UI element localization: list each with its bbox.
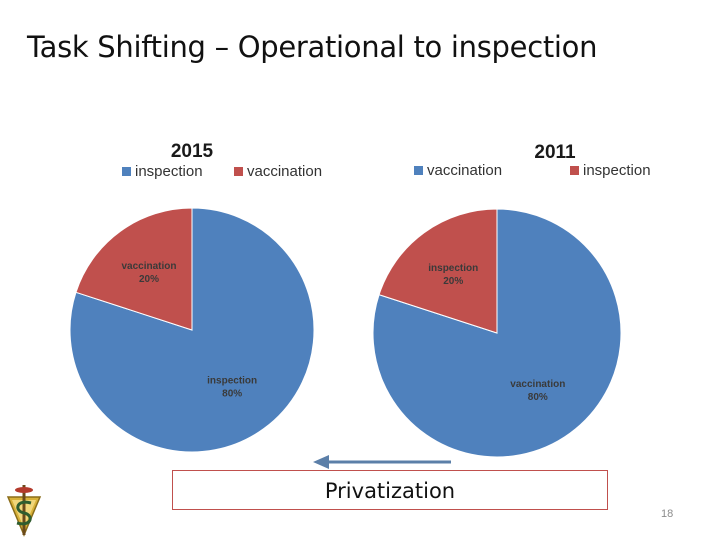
legend-label: inspection (135, 163, 203, 180)
legend-label: vaccination (247, 163, 322, 180)
slice-value: 80% (528, 392, 548, 403)
legend-swatch (234, 167, 243, 176)
slice-label: inspection (207, 375, 257, 386)
slice-label: vaccination (510, 379, 565, 390)
slide-title: Task Shifting – Operational to inspectio… (27, 30, 598, 64)
legend-swatch (122, 167, 131, 176)
privatization-box: Privatization (172, 470, 608, 510)
privatization-arrow (313, 455, 451, 469)
privatization-label: Privatization (324, 479, 456, 503)
logo-icon (6, 485, 42, 537)
legend-swatch (570, 166, 579, 175)
legend-label: vaccination (427, 162, 502, 179)
page-number: 18 (661, 508, 674, 520)
slice-label: vaccination (121, 261, 176, 272)
legend-label: inspection (583, 162, 651, 179)
slice-label: inspection (428, 263, 478, 274)
legend-swatch (414, 166, 423, 175)
pie-slice-inspection (378, 208, 498, 334)
slice-value: 20% (443, 276, 463, 287)
slice-value: 20% (139, 274, 159, 285)
chart-title: 2011 (534, 142, 576, 163)
chart-title: 2015 (171, 141, 214, 162)
slice-value: 80% (222, 388, 242, 399)
pie-chart-2011: 2011 vaccination inspection vaccination 80% i… (372, 142, 651, 458)
pie-slice-vaccination (75, 207, 193, 331)
